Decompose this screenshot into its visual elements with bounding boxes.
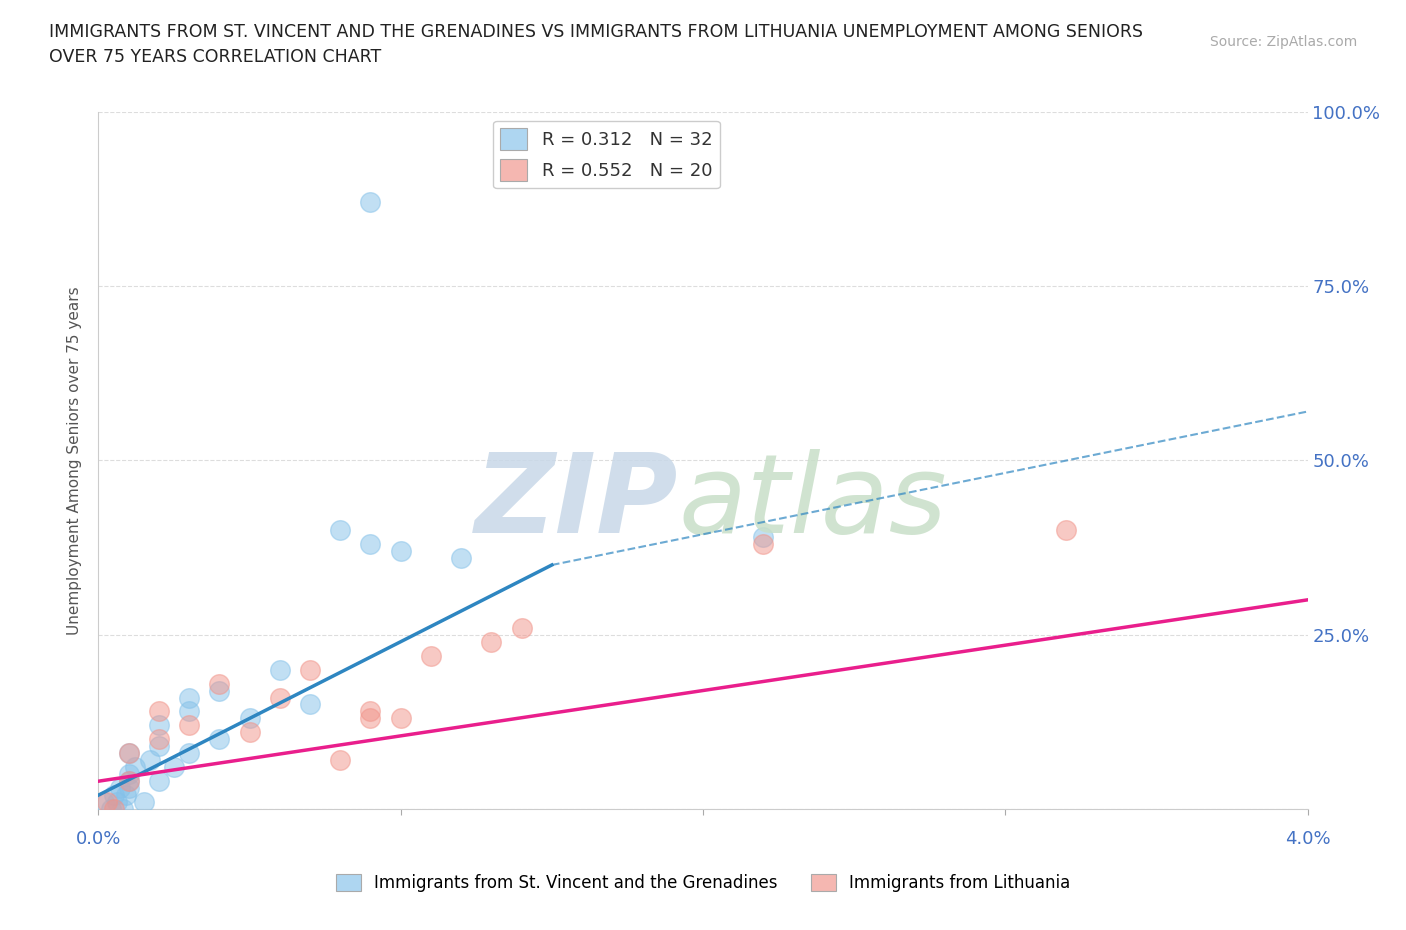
Point — [329, 753, 352, 768]
Point — [114, 788, 136, 803]
Point — [481, 634, 503, 649]
Point — [163, 760, 186, 775]
Point — [148, 738, 170, 753]
Point — [329, 523, 352, 538]
Point — [420, 648, 443, 663]
Point — [179, 718, 201, 733]
Legend: R = 0.312   N = 32, R = 0.552   N = 20: R = 0.312 N = 32, R = 0.552 N = 20 — [494, 121, 720, 188]
Point — [103, 802, 125, 817]
Point — [389, 711, 412, 725]
Point — [269, 662, 291, 677]
Point — [208, 676, 231, 691]
Text: IMMIGRANTS FROM ST. VINCENT AND THE GRENADINES VS IMMIGRANTS FROM LITHUANIA UNEM: IMMIGRANTS FROM ST. VINCENT AND THE GREN… — [49, 23, 1143, 66]
Point — [360, 195, 382, 210]
Legend: Immigrants from St. Vincent and the Grenadines, Immigrants from Lithuania: Immigrants from St. Vincent and the Gren… — [329, 867, 1077, 898]
Point — [1054, 523, 1077, 538]
Point — [510, 620, 533, 635]
Point — [118, 746, 141, 761]
Point — [111, 802, 134, 817]
Point — [103, 788, 125, 803]
Point — [208, 683, 231, 698]
Point — [450, 551, 472, 565]
Point — [360, 537, 382, 551]
Point — [752, 530, 775, 545]
Point — [299, 662, 322, 677]
Point — [360, 704, 382, 719]
Y-axis label: Unemployment Among Seniors over 75 years: Unemployment Among Seniors over 75 years — [67, 286, 83, 634]
Point — [118, 766, 141, 781]
Point — [179, 704, 201, 719]
Point — [148, 732, 170, 747]
Text: 4.0%: 4.0% — [1285, 830, 1330, 848]
Text: Source: ZipAtlas.com: Source: ZipAtlas.com — [1209, 35, 1357, 49]
Point — [208, 732, 231, 747]
Point — [299, 698, 322, 712]
Point — [96, 794, 118, 809]
Point — [139, 753, 162, 768]
Point — [108, 781, 131, 796]
Point — [389, 543, 412, 558]
Text: ZIP: ZIP — [475, 448, 679, 556]
Point — [752, 537, 775, 551]
Point — [269, 690, 291, 705]
Text: atlas: atlas — [679, 448, 948, 556]
Point — [360, 711, 382, 725]
Point — [148, 774, 170, 789]
Point — [148, 718, 170, 733]
Point — [132, 794, 155, 809]
Point — [105, 794, 128, 809]
Point — [118, 746, 141, 761]
Point — [239, 725, 262, 740]
Point — [124, 760, 146, 775]
Point — [100, 802, 122, 817]
Text: 0.0%: 0.0% — [76, 830, 121, 848]
Point — [148, 704, 170, 719]
Point — [118, 774, 141, 789]
Point — [179, 746, 201, 761]
Point — [179, 690, 201, 705]
Point — [93, 794, 115, 809]
Point — [118, 774, 141, 789]
Point — [239, 711, 262, 725]
Point — [118, 781, 141, 796]
